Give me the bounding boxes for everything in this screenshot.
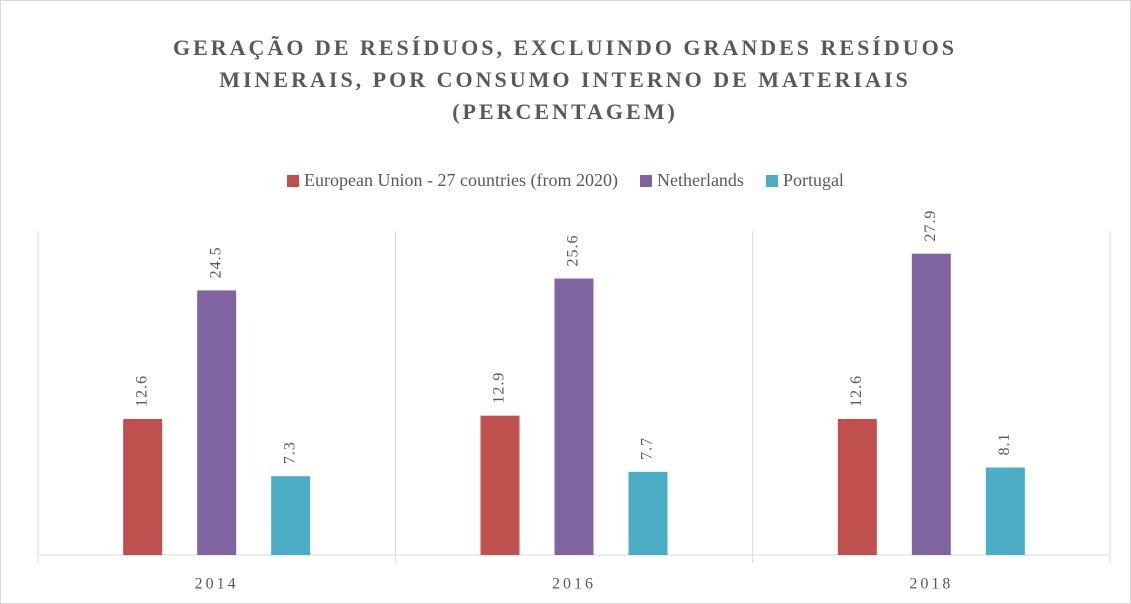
- bar: [123, 418, 163, 555]
- legend-item: Netherlands: [639, 170, 744, 191]
- chart-title: GERAÇÃO DE RESÍDUOS, EXCLUINDO GRANDES R…: [172, 35, 957, 124]
- bar: [837, 418, 877, 555]
- legend-label: European Union - 27 countries (from 2020…: [304, 170, 618, 190]
- bar: [554, 278, 594, 555]
- data-label: 12.6: [848, 375, 865, 407]
- data-label: 12.6: [133, 375, 150, 407]
- x-tick-label: 2018: [909, 576, 953, 593]
- legend: European Union - 27 countries (from 2020…: [0, 170, 1131, 191]
- data-label: 27.9: [922, 210, 939, 242]
- bar: [985, 467, 1025, 555]
- bar: [911, 253, 951, 555]
- data-label: 24.5: [207, 246, 224, 278]
- bar: [628, 471, 668, 555]
- data-label: 8.1: [996, 433, 1013, 456]
- legend-item: European Union - 27 countries (from 2020…: [287, 170, 618, 191]
- legend-label: Portugal: [782, 170, 844, 190]
- legend-swatch: [639, 174, 652, 187]
- bar: [271, 476, 311, 555]
- legend-label: Netherlands: [656, 170, 744, 190]
- legend-swatch: [765, 174, 778, 187]
- bar: [197, 290, 237, 555]
- bar: [480, 415, 520, 555]
- x-tick-label: 2016: [552, 576, 596, 593]
- legend-item: Portugal: [765, 170, 844, 191]
- data-label: 12.9: [491, 372, 508, 404]
- x-tick-label: 2014: [195, 576, 239, 593]
- data-label: 7.7: [639, 437, 656, 460]
- data-label: 7.3: [281, 441, 298, 464]
- legend-swatch: [287, 174, 300, 187]
- data-label: 25.6: [565, 235, 582, 267]
